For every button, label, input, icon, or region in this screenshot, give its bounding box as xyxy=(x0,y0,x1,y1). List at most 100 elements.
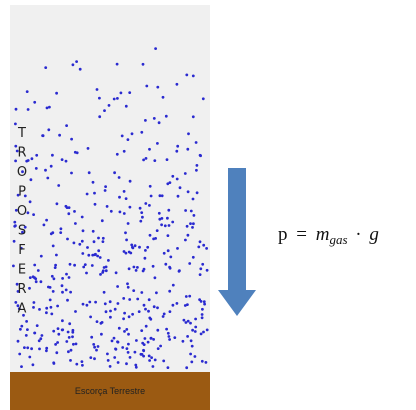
molecule xyxy=(20,324,24,328)
molecule xyxy=(94,300,97,304)
molecule xyxy=(127,315,131,319)
molecule xyxy=(156,328,160,332)
molecule xyxy=(104,185,107,189)
molecule xyxy=(149,317,153,321)
molecule xyxy=(175,177,179,181)
molecule xyxy=(204,361,208,364)
molecule xyxy=(131,312,135,316)
molecule xyxy=(152,237,156,241)
molecule xyxy=(114,347,118,351)
molecule xyxy=(108,365,112,368)
molecule xyxy=(144,119,147,122)
molecule xyxy=(95,88,99,91)
molecule xyxy=(69,290,72,294)
molecule xyxy=(45,349,48,353)
molecule xyxy=(151,365,155,368)
molecule xyxy=(53,266,57,269)
molecule xyxy=(68,322,72,326)
molecule xyxy=(148,359,152,362)
molecule xyxy=(65,124,68,127)
molecule xyxy=(134,269,138,272)
molecule xyxy=(95,348,98,352)
molecule xyxy=(148,204,151,207)
molecule xyxy=(21,170,24,174)
formula: p = mgas · g xyxy=(278,224,379,249)
molecule xyxy=(122,250,126,253)
molecule xyxy=(85,303,89,307)
molecule xyxy=(72,342,75,346)
molecule xyxy=(69,348,73,352)
molecule xyxy=(140,291,144,294)
molecule xyxy=(146,340,150,344)
molecule xyxy=(171,303,175,307)
molecule xyxy=(32,213,35,217)
molecule xyxy=(128,179,132,183)
molecule xyxy=(134,365,138,369)
molecule xyxy=(205,268,209,272)
molecule xyxy=(14,224,17,228)
molecule xyxy=(65,272,68,276)
formula-subscript: gas xyxy=(329,232,347,247)
molecule xyxy=(191,328,195,332)
molecule xyxy=(162,359,166,363)
molecule xyxy=(116,285,119,288)
molecule xyxy=(185,366,189,370)
molecule xyxy=(198,153,202,157)
ground xyxy=(10,372,210,410)
molecule xyxy=(101,240,105,244)
molecule xyxy=(67,336,71,339)
molecule xyxy=(184,295,188,298)
molecule xyxy=(44,66,48,69)
molecule xyxy=(59,227,63,231)
molecule xyxy=(47,128,51,132)
molecule xyxy=(122,149,126,153)
molecule xyxy=(144,324,148,328)
molecule xyxy=(145,84,149,88)
molecule xyxy=(193,355,197,358)
molecule xyxy=(183,304,187,307)
molecule xyxy=(107,259,110,262)
molecule xyxy=(24,334,28,337)
molecule xyxy=(125,362,128,366)
molecule xyxy=(165,327,169,331)
molecule xyxy=(55,91,58,95)
molecule xyxy=(117,326,121,330)
molecule xyxy=(178,186,182,190)
molecule xyxy=(91,229,95,233)
molecule xyxy=(147,354,151,358)
molecule xyxy=(52,362,56,365)
molecule xyxy=(177,269,181,273)
molecule xyxy=(156,347,160,350)
molecule xyxy=(96,345,100,348)
molecule xyxy=(54,343,57,346)
molecule xyxy=(12,264,15,268)
molecule xyxy=(19,327,22,331)
molecule xyxy=(176,144,180,148)
molecule xyxy=(64,204,68,208)
molecule xyxy=(81,229,85,233)
molecule xyxy=(67,206,71,210)
molecule xyxy=(171,283,175,287)
molecule xyxy=(192,214,196,217)
molecule xyxy=(73,210,76,213)
molecule xyxy=(118,195,121,199)
arrow-shaft xyxy=(228,168,246,292)
molecule xyxy=(156,85,160,89)
molecule xyxy=(74,222,77,225)
molecule xyxy=(54,263,57,267)
molecule xyxy=(48,298,52,302)
molecule xyxy=(39,280,43,284)
molecule xyxy=(33,263,37,267)
molecule xyxy=(26,211,30,215)
molecule xyxy=(55,202,59,206)
formula-equals: = xyxy=(296,224,307,245)
molecule xyxy=(191,255,195,259)
molecule xyxy=(71,335,74,339)
molecule xyxy=(195,191,199,195)
molecule xyxy=(14,208,18,212)
molecule xyxy=(200,359,204,363)
molecule xyxy=(28,355,32,359)
molecule xyxy=(16,304,20,308)
molecule xyxy=(167,224,171,227)
molecule xyxy=(162,312,166,316)
